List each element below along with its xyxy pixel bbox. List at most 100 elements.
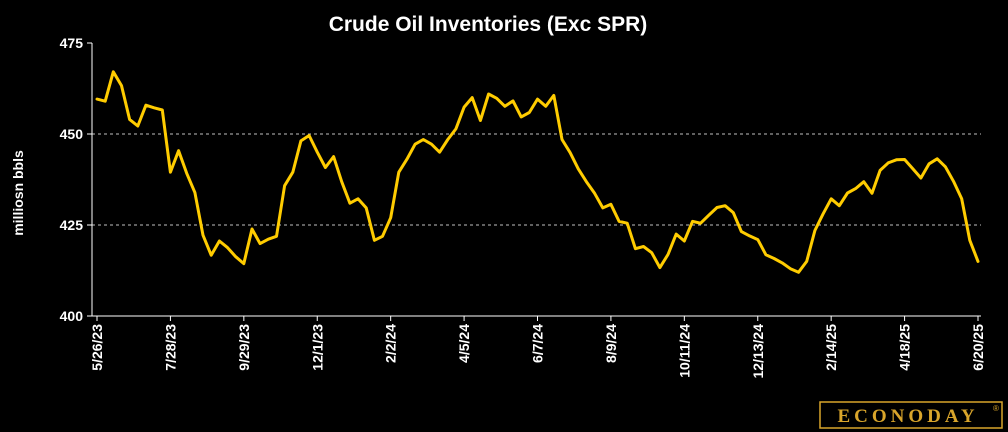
data-point [593,192,596,195]
data-point [887,161,890,164]
data-point [454,127,457,130]
data-point [561,138,563,141]
data-point [275,235,278,238]
data-point [658,266,661,269]
data-point [928,162,931,165]
x-tick-label: 4/5/24 [456,324,472,363]
x-tick-label: 4/18/25 [897,324,913,371]
data-point [185,172,188,175]
x-tick-label: 12/13/24 [750,324,766,379]
x-axis-ticks: 5/26/23 7/28/23 9/29/23 12/1/23 2/2/24 4/5/24… [89,316,986,379]
data-point [316,151,319,154]
data-point [112,70,115,73]
data-point [446,138,449,141]
data-point [911,167,914,170]
y-axis-ticks: 400 425 450 475 [60,35,92,324]
data-point [365,206,368,209]
data-point [634,247,637,250]
data-point [169,171,172,174]
data-point [259,242,262,245]
axes [91,43,981,317]
data-point [520,115,523,118]
data-point [389,216,392,219]
data-point [952,180,955,183]
data-point [251,228,253,230]
x-tick-label: 5/26/23 [89,324,105,371]
data-point [813,229,816,232]
data-point [471,96,474,99]
data-point [667,253,669,256]
data-point [495,97,498,100]
data-point [283,184,286,187]
data-point [324,166,327,169]
data-point [838,204,841,207]
x-tick-label: 6/7/24 [530,324,546,363]
data-point [675,233,678,236]
data-point [936,157,939,160]
logo-frame [819,401,1003,429]
data-point [340,180,343,183]
data-point [96,98,98,101]
data-point [430,143,433,146]
data-point [773,257,776,260]
data-point [128,118,131,121]
data-point [153,106,156,109]
data-point [691,220,694,223]
data-point [781,261,784,264]
data-point [830,197,833,200]
y-tick-label: 425 [60,217,84,233]
data-point [414,143,417,146]
data-point [218,240,221,242]
data-point [724,204,727,207]
data-point [177,149,180,152]
x-tick-label: 10/11/24 [676,324,692,378]
data-point [144,104,147,107]
data-point [381,235,384,238]
data-point [601,206,604,209]
data-point [193,191,196,194]
data-point [650,251,653,254]
logo-text: ECONODAY [837,406,978,427]
data-point [438,151,441,154]
data-point [919,177,922,179]
data-point [903,158,906,161]
data-point [618,220,621,223]
chart-title: Crude Oil Inventories (Exc SPR) [329,13,648,36]
data-point [968,239,971,242]
data-point [552,94,555,97]
data-point [585,180,588,183]
data-point [136,125,139,127]
data-point [512,99,514,102]
logo-registered-mark: ® [993,404,999,413]
data-point [871,192,873,195]
x-tick-label: 12/1/23 [309,324,325,371]
data-point [479,119,482,122]
y-tick-label: 450 [60,126,84,142]
data-point [234,255,237,258]
data-point [846,192,849,194]
data-point [789,267,792,270]
data-point [707,214,710,217]
x-tick-label: 2/14/25 [823,324,839,371]
data-point [642,245,645,248]
data-point [732,211,735,214]
data-point [544,105,547,108]
data-point [699,222,702,225]
series-layer [95,70,980,274]
data-point [332,155,335,158]
data-point [120,84,123,87]
x-tick-label: 8/9/24 [603,324,619,363]
data-point [226,246,229,249]
data-point [397,171,400,174]
x-tick-label: 9/29/23 [236,324,252,371]
data-point [536,98,539,101]
y-axis-label: milliosn bbls [10,150,26,236]
data-point [944,165,947,168]
data-point [406,158,408,161]
econoday-logo: ECONODAY ® [819,401,1003,429]
data-point [242,262,245,265]
x-tick-label: 7/28/23 [162,324,178,371]
data-point [822,213,824,216]
data-point [862,180,865,183]
grid-lines [92,133,981,226]
